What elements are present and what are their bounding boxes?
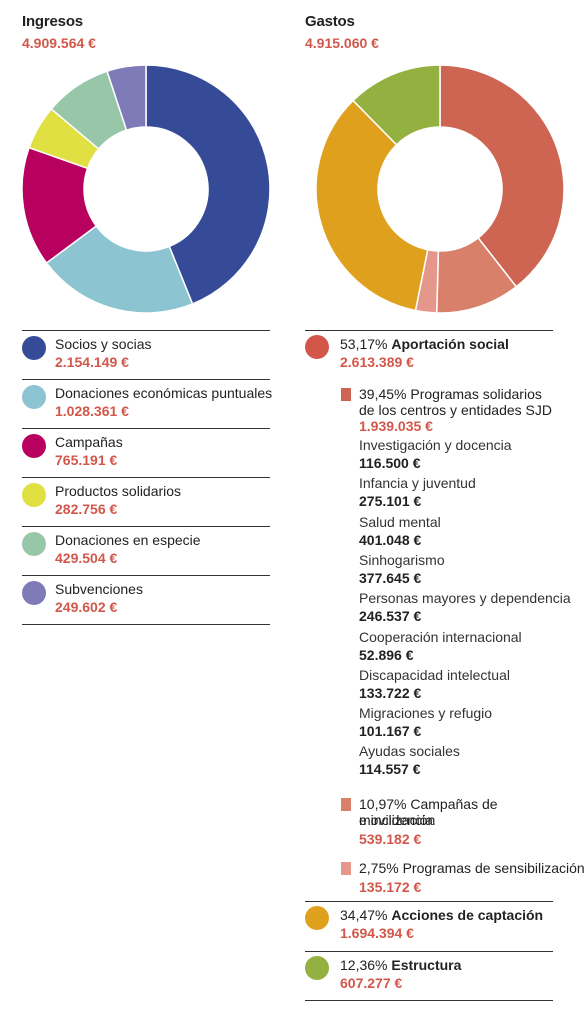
income-slice-1 [45, 224, 194, 314]
campanas-label-line2: e incidencia [359, 812, 433, 828]
expense-aportacion-social: 53,17% Aportación social 2.613.389 € 39,… [305, 330, 585, 895]
estructura-label: 12,36% Estructura [340, 957, 462, 973]
campanas-label-line1: 10,97% Campañas de movilización [359, 796, 498, 828]
program-item-label: Personas mayores y dependencia [359, 590, 571, 607]
campanas-color-square [341, 798, 351, 811]
legend-color-dot [22, 336, 46, 360]
legend-color-dot [22, 532, 46, 556]
captacion-label: 34,47% Acciones de captación [340, 907, 544, 923]
program-item-amount: 101.167 € [359, 723, 422, 740]
expense-slice-0 [439, 64, 565, 288]
sensibilizacion-label: 2,75% Programas de sensibilización [359, 860, 585, 876]
legend-item: Campañas 765.191 € [22, 428, 270, 477]
legend-label: Donaciones económicas puntuales [55, 385, 273, 401]
legend-label: Subvenciones [55, 581, 143, 597]
program-item-amount: 116.500 € [359, 455, 421, 471]
expense-slice-3 [315, 99, 429, 312]
programas-label-line1: 39,45% Programas solidarios [359, 386, 542, 402]
programas-color-square [341, 388, 351, 401]
program-item-label: Salud mental [359, 513, 441, 530]
programas-label-line2: de los centros y entidades SJD [359, 402, 552, 418]
sensibilizacion-amount: 135.172 € [359, 879, 422, 895]
expense-donut-chart [315, 64, 565, 314]
divider [305, 951, 553, 952]
legend-item: Productos solidarios 282.756 € [22, 477, 270, 526]
legend-amount: 429.504 € [55, 550, 118, 566]
expense-title: Gastos [305, 13, 355, 30]
legend-color-dot [22, 483, 46, 507]
legend-item: Subvenciones 249.602 € [22, 575, 270, 625]
income-slice-0 [145, 64, 271, 305]
legend-label: Campañas [55, 434, 123, 450]
legend-color-dot [22, 385, 46, 409]
program-item-amount: 246.537 € [359, 608, 422, 625]
legend-amount: 282.756 € [55, 501, 118, 517]
legend-color-dot [22, 434, 46, 458]
program-item-amount: 133.722 € [359, 684, 422, 701]
estructura-amount: 607.277 € [340, 975, 403, 991]
expense-estructura: 12,36% Estructura 607.277 € [305, 952, 553, 1000]
programas-amount: 1.939.035 € [359, 418, 433, 434]
legend-amount: 2.154.149 € [55, 354, 129, 370]
program-item-label: Cooperación internacional [359, 628, 522, 645]
program-item-amount: 275.101 € [359, 493, 422, 510]
income-total: 4.909.564 € [22, 35, 96, 51]
income-donut-chart [21, 64, 271, 314]
divider [305, 901, 553, 902]
program-item-label: Investigación y docencia [359, 437, 512, 453]
aportacion-amount: 2.613.389 € [340, 354, 414, 370]
legend-label: Donaciones en especie [55, 532, 201, 548]
divider [305, 1000, 553, 1001]
program-item-label: Ayudas sociales [359, 743, 460, 760]
legend-amount: 1.028.361 € [55, 403, 129, 419]
program-item-label: Migraciones y refugio [359, 705, 493, 722]
program-item-label: Sinhogarismo [359, 551, 445, 568]
expense-slice-4 [352, 64, 441, 146]
legend-amount: 765.191 € [55, 452, 118, 468]
expense-total: 4.915.060 € [305, 35, 379, 51]
captacion-amount: 1.694.394 € [340, 925, 414, 941]
legend-label: Productos solidarios [55, 483, 182, 499]
program-item-amount: 377.645 € [359, 569, 422, 586]
program-item-label: Discapacidad intelectual [359, 666, 510, 683]
program-item-amount: 401.048 € [359, 531, 422, 548]
program-item-amount: 52.896 € [359, 646, 414, 663]
estructura-color-dot [305, 956, 329, 980]
income-legend: Socios y socias 2.154.149 € Donaciones eco… [22, 330, 273, 625]
income-title: Ingresos [22, 13, 83, 30]
legend-item: Donaciones en especie 429.504 € [22, 526, 270, 575]
legend-item: Donaciones económicas puntuales 1.028.361… [22, 379, 273, 428]
income-slice-5 [106, 64, 147, 132]
expense-acciones-captacion: 34,47% Acciones de captación 1.694.394 € [305, 902, 553, 950]
program-item-label: Infancia y juventud [359, 475, 476, 492]
captacion-color-dot [305, 906, 329, 930]
aportacion-color-dot [305, 335, 329, 359]
legend-label: Socios y socias [55, 336, 152, 352]
legend-amount: 249.602 € [55, 599, 118, 615]
campanas-amount: 539.182 € [359, 831, 422, 847]
legend-color-dot [22, 581, 46, 605]
legend-item: Socios y socias 2.154.149 € [22, 330, 270, 379]
sensibilizacion-color-square [341, 862, 351, 875]
aportacion-label: 53,17% Aportación social [340, 336, 509, 352]
program-item-amount: 114.557 € [359, 761, 421, 778]
